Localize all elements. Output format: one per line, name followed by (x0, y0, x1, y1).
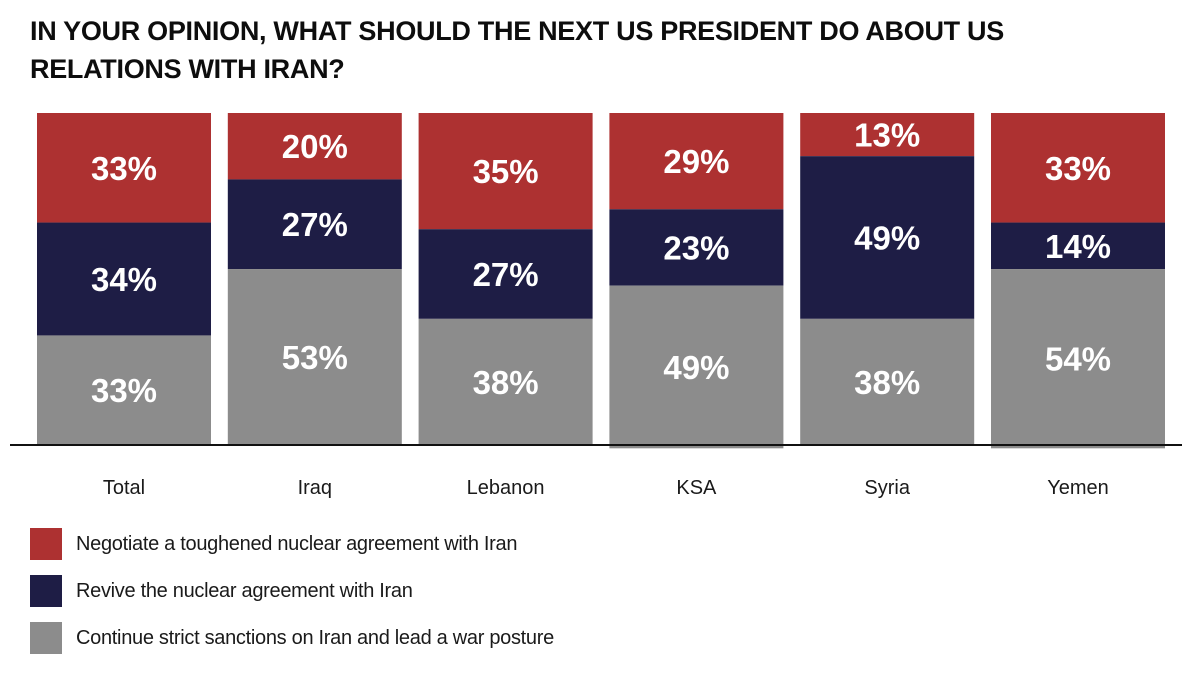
bar-segment-yemen-1 (991, 113, 1165, 223)
legend-item-2: Revive the nuclear agreement with Iran (30, 575, 554, 607)
bar-segment-lebanon-2 (418, 229, 593, 319)
bar-segment-syria-2 (800, 156, 975, 319)
bar-segment-lebanon-1 (418, 113, 593, 230)
data-label-yemen-2: 14% (1045, 228, 1111, 265)
data-label-total-2: 34% (91, 261, 157, 298)
data-label-yemen-3: 54% (1045, 341, 1111, 378)
data-label-yemen-1: 33% (1045, 150, 1111, 187)
bar-segment-iraq-1 (227, 113, 402, 180)
legend: Negotiate a toughened nuclear agreement … (30, 528, 554, 669)
stacked-bar-chart: 33% 34% 33% 20% 27% 53% 35% 27% 38% 29% 23% 49% 13% 4… (10, 113, 1182, 499)
category-label-lebanon: Lebanon (467, 477, 545, 499)
bar-segment-iraq-3 (227, 269, 402, 445)
category-label-yemen: Yemen (1047, 477, 1109, 499)
category-label-iraq: Iraq (298, 477, 332, 499)
bar-segment-iraq-2 (227, 179, 402, 270)
category-labels: Total Iraq Lebanon KSA Syria Yemen (103, 477, 1109, 499)
legend-item-1: Negotiate a toughened nuclear agreement … (30, 528, 554, 560)
data-label-ksa-1: 29% (663, 143, 729, 180)
data-label-ksa-3: 49% (663, 349, 729, 386)
bar-segment-total-2 (37, 222, 211, 336)
legend-item-3: Continue strict sanctions on Iran and le… (30, 622, 554, 654)
category-label-total: Total (103, 477, 145, 499)
bar-segment-lebanon-3 (418, 318, 593, 445)
data-label-syria-1: 13% (854, 117, 920, 154)
data-label-ksa-2: 23% (663, 229, 729, 266)
data-label-lebanon-1: 35% (473, 153, 539, 190)
bar-segment-total-3 (37, 335, 211, 445)
legend-label: Negotiate a toughened nuclear agreement … (76, 532, 518, 555)
bar-segment-yemen-2 (991, 222, 1165, 270)
legend-swatch (30, 622, 62, 654)
legend-swatch (30, 528, 62, 560)
data-label-syria-2: 49% (854, 220, 920, 257)
legend-label: Continue strict sanctions on Iran and le… (76, 626, 554, 649)
bar-segment-ksa-3 (609, 285, 784, 449)
bar-segment-total-1 (37, 113, 211, 223)
data-label-iraq-2: 27% (282, 206, 348, 243)
data-label-lebanon-2: 27% (473, 256, 539, 293)
data-label-total-3: 33% (91, 372, 157, 409)
data-label-total-1: 33% (91, 150, 157, 187)
bar-segment-ksa-1 (609, 113, 784, 210)
bar-segment-ksa-2 (609, 209, 784, 286)
bar-segment-yemen-3 (991, 269, 1165, 449)
legend-label: Revive the nuclear agreement with Iran (76, 579, 413, 602)
bar-segment-syria-3 (800, 318, 975, 445)
chart-title: IN YOUR OPINION, WHAT SHOULD THE NEXT US… (30, 16, 1004, 84)
bars-group: 33% 34% 33% 20% 27% 53% 35% 27% 38% 29% 23% 49% 13% 4… (37, 113, 1165, 449)
data-label-iraq-1: 20% (282, 128, 348, 165)
bar-segment-syria-1 (800, 113, 975, 157)
category-label-syria: Syria (864, 477, 910, 499)
data-label-iraq-3: 53% (282, 339, 348, 376)
data-label-lebanon-3: 38% (473, 364, 539, 401)
data-label-syria-3: 38% (854, 364, 920, 401)
legend-swatch (30, 575, 62, 607)
category-label-ksa: KSA (676, 477, 717, 499)
